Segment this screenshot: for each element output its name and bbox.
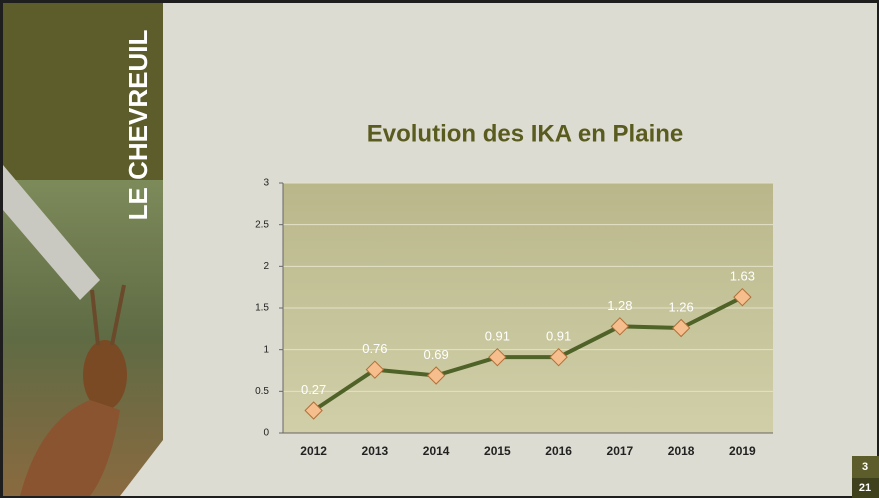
y-tick-label: 1.5 [255,303,269,314]
data-label: 1.63 [730,269,755,284]
data-label: 0.76 [362,341,387,356]
data-label: 0.91 [485,329,510,344]
data-label: 0.91 [546,329,571,344]
data-label: 0.27 [301,382,326,397]
x-tick-label: 2017 [607,444,634,458]
sidebar-title: LE CHEVREUIL [123,30,153,221]
y-tick-label: 1 [263,344,269,355]
y-tick-label: 2.5 [255,219,269,230]
chart-title: Evolution des IKA en Plaine [367,120,684,147]
x-tick-label: 2014 [423,444,450,458]
data-label: 0.69 [423,347,448,362]
x-tick-label: 2015 [484,444,511,458]
data-label: 1.28 [607,298,632,313]
x-tick-label: 2013 [362,444,389,458]
x-tick-label: 2012 [300,444,327,458]
page-total: 21 [859,482,871,494]
x-tick-label: 2016 [545,444,572,458]
y-tick-label: 3 [263,178,269,189]
deer-head [83,340,127,410]
x-tick-label: 2019 [729,444,756,458]
y-tick-label: 0.5 [255,386,269,397]
data-label: 1.26 [668,299,693,314]
y-tick-label: 0 [263,428,269,439]
x-tick-label: 2018 [668,444,695,458]
y-tick-label: 2 [263,261,269,272]
page-number: 3 [862,461,868,473]
slide: LE CHEVREUIL Evolution des IKA en Plaine… [0,0,879,498]
